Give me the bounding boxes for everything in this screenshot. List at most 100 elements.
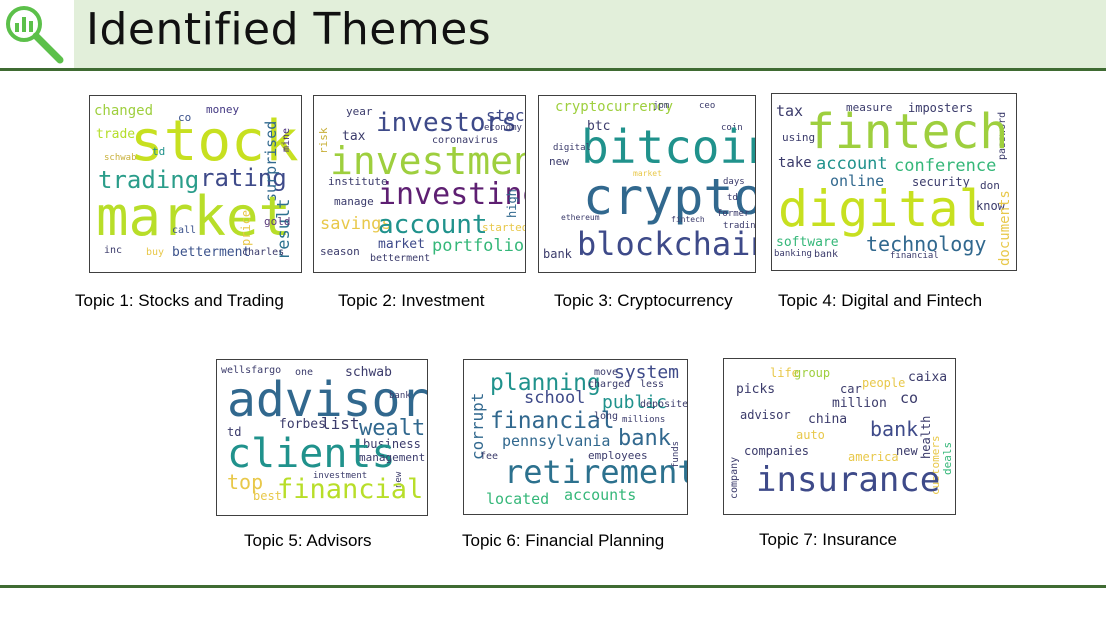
cloud-word: one — [295, 367, 314, 378]
word-cloud-topic-4: tax measure imposters password using fin… — [771, 93, 1017, 271]
cloud-word: move — [594, 367, 619, 378]
cloud-word: former — [717, 209, 750, 219]
cloud-word: stock — [130, 109, 299, 174]
cloud-word: ceo — [699, 101, 716, 111]
cloud-word: market — [96, 185, 292, 248]
cloud-word: digital — [553, 143, 591, 153]
cloud-word: blockchain — [577, 225, 756, 263]
cloud-word: buy — [146, 247, 165, 258]
cloud-word: best — [253, 489, 282, 503]
cloud-word: high — [505, 189, 519, 218]
cloud-word: planning — [490, 370, 601, 396]
cloud-word: changed — [94, 103, 154, 119]
logo-container — [0, 0, 74, 68]
cloud-word: days — [723, 177, 745, 187]
top-divider — [0, 68, 1106, 71]
cloud-word: schwab — [104, 153, 137, 163]
cloud-word: manage — [334, 195, 374, 208]
topic-caption: Topic 3: Cryptocurrency — [554, 291, 733, 310]
cloud-word: auto — [796, 428, 825, 442]
cloud-word: tax — [776, 102, 804, 120]
cloud-word: million — [832, 396, 887, 411]
header-band — [0, 0, 1106, 68]
cloud-word: market — [378, 237, 425, 252]
cloud-word: portfolio — [432, 236, 525, 256]
cloud-word: bitcoin — [581, 120, 756, 174]
cloud-word: account — [378, 210, 488, 240]
cloud-word: investment — [330, 139, 525, 183]
cloud-word: schwab — [345, 365, 392, 380]
cloud-word: bank — [543, 247, 572, 261]
cloud-word: financial — [490, 408, 615, 434]
cloud-word: employees — [588, 449, 648, 462]
cloud-word: cryptocurrency — [555, 99, 674, 115]
word-cloud-topic-7: life group caixa picks car people co mil… — [723, 358, 956, 515]
cloud-word: charles — [242, 247, 285, 258]
cloud-word: td — [152, 145, 166, 158]
cloud-word: top — [227, 470, 264, 494]
cloud-word: trading — [98, 166, 200, 194]
cloud-word: btc — [587, 119, 611, 134]
cloud-word: life — [770, 366, 799, 380]
cloud-word: year — [346, 105, 373, 118]
cloud-word: stock — [486, 106, 525, 125]
cloud-word: wellsfargo — [221, 365, 282, 376]
cloud-word: ethereum — [561, 213, 600, 222]
cloud-word: deposited — [640, 399, 688, 410]
bottom-divider — [0, 585, 1106, 588]
cloud-word: public — [602, 392, 668, 413]
cloud-word: bank — [389, 391, 411, 401]
cloud-word: gold — [264, 215, 291, 228]
cloud-word: pennsylvania — [502, 432, 611, 450]
cloud-word: digital — [778, 180, 989, 238]
word-cloud-topic-2: year investors stock economy risk tax in… — [313, 95, 526, 273]
cloud-word: jpm — [653, 101, 670, 111]
cloud-word: tax — [342, 129, 366, 144]
cloud-word: bank — [870, 417, 919, 441]
cloud-word: insurance — [756, 460, 941, 500]
cloud-word: crypto — [583, 168, 756, 226]
cloud-word: price — [239, 209, 253, 246]
cloud-word: china — [808, 412, 848, 427]
cloud-word: market — [633, 169, 662, 178]
cloud-word: clients — [227, 431, 396, 477]
cloud-word: mine — [281, 127, 292, 152]
cloud-word: investment — [313, 471, 368, 481]
cloud-word: using — [782, 131, 816, 144]
topic-caption: Topic 5: Advisors — [244, 531, 372, 550]
cloud-word: trading — [723, 221, 756, 231]
cloud-word: security — [912, 175, 970, 189]
magnifier-chart-icon — [6, 6, 64, 64]
cloud-word: system — [614, 362, 680, 383]
word-cloud-topic-3: cryptocurrency jpm ceo coin btc bitcoin … — [538, 95, 756, 273]
cloud-word: charged — [588, 379, 631, 390]
topic-caption: Topic 6: Financial Planning — [462, 531, 665, 550]
cloud-word: started — [482, 221, 526, 234]
cloud-word: betterment — [172, 245, 251, 260]
cloud-word: economy — [484, 123, 522, 133]
cloud-word: td — [727, 193, 738, 203]
word-cloud-topic-1: changed co money trade stock td schwab t… — [89, 95, 302, 273]
cloud-word: fintech — [806, 104, 1009, 160]
cloud-word: list — [321, 414, 360, 433]
cloud-word: conference — [894, 156, 997, 176]
cloud-word: deals — [941, 441, 954, 475]
cloud-word: money — [206, 103, 240, 116]
cloud-word: financial — [890, 251, 939, 261]
cloud-word: call — [172, 225, 197, 236]
cloud-word: betterment — [370, 253, 431, 264]
cloud-word: coronavirus — [432, 135, 499, 146]
cloud-word: investors — [376, 108, 517, 138]
cloud-word: take — [778, 155, 812, 171]
cloud-word: people — [862, 376, 906, 390]
topic-caption: Topic 2: Investment — [338, 291, 485, 310]
cloud-word: corrupt — [468, 392, 487, 460]
cloud-word: coin — [721, 123, 743, 133]
cloud-word: accounts — [564, 486, 637, 504]
cloud-word: financial — [277, 474, 424, 505]
cloud-word: car — [840, 382, 862, 396]
cloud-word: software — [776, 235, 839, 250]
cloud-word: picks — [736, 382, 776, 397]
topic-caption: Topic 1: Stocks and Trading — [75, 291, 284, 310]
topic-caption: Topic 4: Digital and Fintech — [778, 291, 983, 310]
